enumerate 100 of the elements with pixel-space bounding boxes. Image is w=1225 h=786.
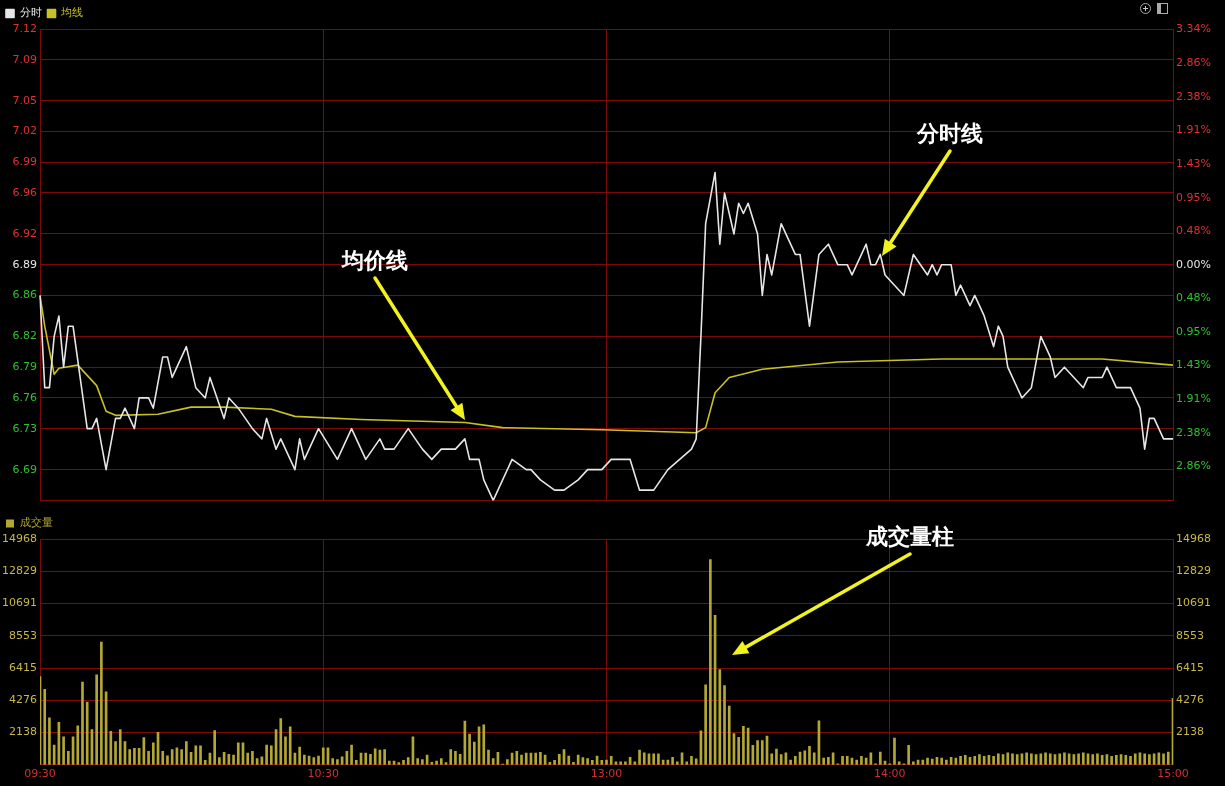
bar — [1096, 753, 1099, 765]
bar — [600, 760, 604, 765]
y2-tick-label: 1.91% — [1176, 122, 1211, 136]
bar — [109, 730, 113, 765]
bar — [336, 759, 339, 765]
bar — [1162, 753, 1165, 765]
bar — [1129, 756, 1132, 765]
bar — [803, 750, 807, 765]
y-tick-label: 7.09 — [12, 52, 37, 66]
bar — [1063, 752, 1066, 765]
bar — [723, 685, 726, 765]
y2-tick-label: 1.43% — [1176, 358, 1211, 372]
y2-tick-label: 6415 — [1176, 660, 1204, 674]
bar — [1044, 752, 1047, 765]
bar — [203, 760, 207, 765]
bar — [67, 751, 70, 765]
bar — [779, 754, 783, 765]
bar — [421, 759, 424, 765]
bar — [246, 752, 250, 765]
bar — [756, 740, 759, 765]
bar — [170, 749, 174, 765]
bar — [199, 745, 202, 765]
bar — [534, 752, 538, 765]
bar — [454, 751, 457, 765]
bar — [808, 746, 811, 765]
bar — [147, 751, 150, 765]
bar — [1025, 752, 1028, 765]
bar — [718, 669, 722, 765]
y2-tick-label: 14968 — [1176, 531, 1211, 545]
bar — [657, 753, 660, 765]
y2-tick-label: 2.38% — [1176, 89, 1211, 103]
bar — [775, 748, 778, 765]
bar — [364, 752, 368, 765]
bar — [218, 757, 221, 765]
bar — [118, 729, 122, 765]
bar — [1133, 753, 1137, 765]
bar — [449, 749, 453, 765]
bar — [1011, 753, 1014, 765]
bar — [907, 745, 910, 765]
bar — [1100, 755, 1104, 765]
bar — [151, 742, 155, 765]
bar — [1058, 753, 1062, 765]
y2-tick-label: 3.34% — [1176, 21, 1211, 35]
bar — [317, 755, 320, 765]
y-tick-label: 6.82 — [12, 329, 37, 343]
y2-tick-label: 10691 — [1176, 596, 1211, 610]
y-tick-label: 6.92 — [12, 226, 37, 240]
bar — [524, 752, 528, 765]
bar — [397, 762, 401, 765]
y-tick-label: 10691 — [2, 596, 37, 610]
bar — [591, 760, 594, 765]
y-tick-label: 7.05 — [12, 93, 37, 107]
annotation: 分时线 — [916, 121, 984, 147]
x-tick-label: 13:00 — [590, 767, 623, 781]
bar — [997, 753, 1000, 765]
bar — [642, 752, 646, 765]
bar — [491, 758, 495, 765]
bar — [893, 737, 896, 765]
bar — [1048, 753, 1052, 765]
y-tick-label: 7.12 — [12, 21, 37, 35]
bar — [265, 744, 268, 765]
y2-tick-label: 0.95% — [1176, 190, 1211, 204]
bar — [794, 756, 797, 765]
y-tick-label: 7.02 — [12, 124, 37, 138]
bar — [860, 756, 863, 765]
y2-tick-label: 0.48% — [1176, 223, 1211, 237]
y2-tick-label: 2138 — [1176, 725, 1204, 739]
y2-tick-label: 1.91% — [1176, 392, 1211, 406]
y-tick-label: 6.76 — [12, 390, 37, 404]
bar — [1115, 755, 1118, 765]
y2-tick-label: 0.00% — [1176, 257, 1211, 271]
bar — [978, 754, 981, 765]
y2-tick-label: 0.95% — [1176, 324, 1211, 338]
bar — [279, 718, 283, 765]
bar — [81, 681, 84, 765]
x-tick-label: 10:30 — [307, 767, 340, 781]
bar — [727, 705, 731, 765]
y-tick-label: 6.96 — [12, 185, 37, 199]
bar — [553, 760, 556, 765]
bar — [95, 674, 98, 765]
bar — [930, 758, 934, 765]
bar — [269, 745, 273, 765]
bar — [128, 749, 132, 765]
bar — [827, 757, 830, 765]
bar — [878, 751, 882, 765]
bar — [487, 749, 490, 765]
bar — [963, 755, 967, 765]
y-tick-label: 6.86 — [12, 288, 37, 302]
bar — [609, 756, 613, 765]
bar — [133, 748, 136, 765]
bar — [439, 758, 443, 765]
bar — [1124, 755, 1128, 765]
x-tick-label: 14:00 — [873, 767, 906, 781]
bar — [232, 754, 235, 765]
bar — [737, 737, 741, 765]
bar — [114, 741, 117, 765]
y-tick-label: 4276 — [9, 693, 37, 707]
bar — [1077, 753, 1080, 765]
bar — [284, 736, 287, 765]
bar — [85, 701, 89, 765]
